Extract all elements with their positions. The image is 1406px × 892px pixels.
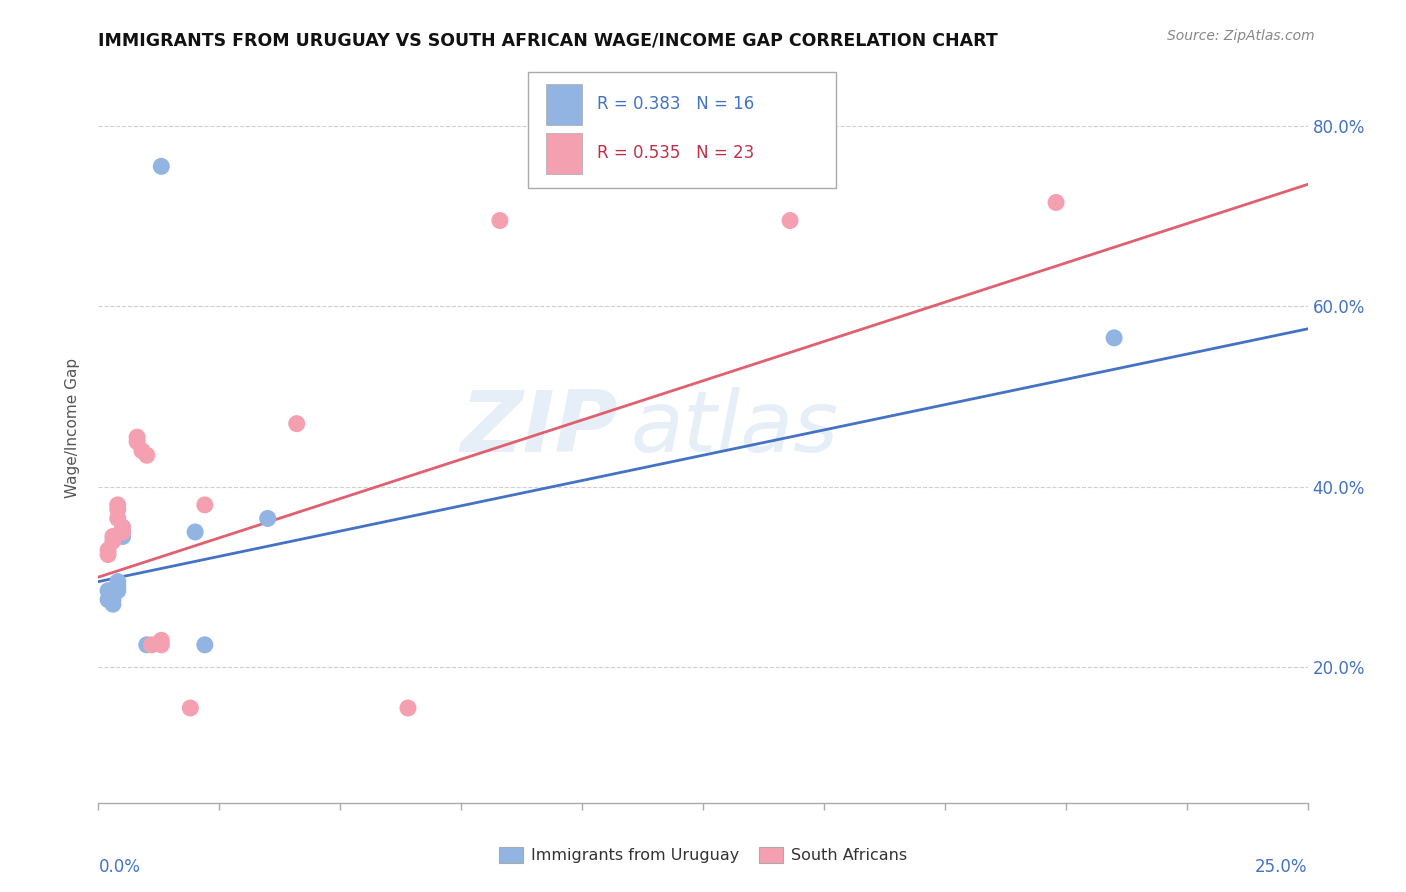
- Point: [179, 701, 201, 715]
- Point: [97, 583, 120, 598]
- Point: [141, 638, 163, 652]
- Point: [107, 511, 129, 525]
- FancyBboxPatch shape: [546, 133, 582, 174]
- Point: [396, 701, 419, 715]
- Point: [127, 430, 149, 444]
- Point: [150, 633, 173, 648]
- Text: 0.0%: 0.0%: [98, 858, 141, 876]
- Text: IMMIGRANTS FROM URUGUAY VS SOUTH AFRICAN WAGE/INCOME GAP CORRELATION CHART: IMMIGRANTS FROM URUGUAY VS SOUTH AFRICAN…: [98, 31, 998, 49]
- FancyBboxPatch shape: [546, 84, 582, 125]
- Text: R = 0.383   N = 16: R = 0.383 N = 16: [596, 95, 754, 113]
- Point: [256, 511, 278, 525]
- Point: [194, 638, 217, 652]
- Point: [101, 534, 124, 549]
- Point: [285, 417, 308, 431]
- Text: ZIP: ZIP: [461, 386, 619, 470]
- Point: [489, 213, 512, 227]
- Point: [131, 443, 153, 458]
- Point: [111, 529, 134, 543]
- Point: [150, 160, 173, 174]
- Point: [194, 498, 217, 512]
- Point: [135, 638, 157, 652]
- Point: [135, 448, 157, 462]
- Point: [111, 524, 134, 539]
- Point: [111, 520, 134, 534]
- Text: atlas: atlas: [630, 386, 838, 470]
- Text: Source: ZipAtlas.com: Source: ZipAtlas.com: [1167, 29, 1315, 43]
- Point: [107, 498, 129, 512]
- Point: [101, 588, 124, 602]
- Point: [127, 434, 149, 449]
- Point: [107, 583, 129, 598]
- Point: [107, 502, 129, 516]
- Y-axis label: Wage/Income Gap: Wage/Income Gap: [65, 358, 80, 499]
- Legend: Immigrants from Uruguay, South Africans: Immigrants from Uruguay, South Africans: [494, 840, 912, 870]
- Point: [1045, 195, 1067, 210]
- Point: [150, 638, 173, 652]
- Point: [107, 574, 129, 589]
- Point: [101, 592, 124, 607]
- Text: R = 0.535   N = 23: R = 0.535 N = 23: [596, 145, 754, 162]
- Point: [97, 543, 120, 558]
- Point: [101, 529, 124, 543]
- Point: [107, 579, 129, 593]
- Point: [97, 548, 120, 562]
- Point: [101, 597, 124, 611]
- Point: [779, 213, 801, 227]
- Point: [184, 524, 207, 539]
- Point: [111, 520, 134, 534]
- Point: [1102, 331, 1125, 345]
- Text: 25.0%: 25.0%: [1256, 858, 1308, 876]
- FancyBboxPatch shape: [527, 72, 837, 188]
- Point: [97, 592, 120, 607]
